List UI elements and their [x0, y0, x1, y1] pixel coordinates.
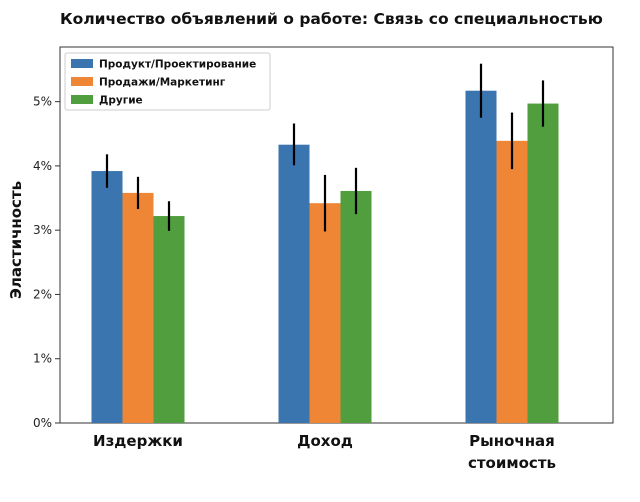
error-bars-group	[105, 63, 545, 232]
y-tick-label: 5%	[33, 95, 52, 109]
bar	[91, 171, 123, 423]
y-tick-label: 1%	[33, 352, 52, 366]
bar	[278, 144, 310, 423]
bar	[153, 216, 185, 423]
x-category-label: стоимость	[468, 454, 556, 472]
bar	[527, 103, 559, 424]
y-tick-label: 4%	[33, 159, 52, 173]
y-tick-label: 2%	[33, 287, 52, 301]
legend-swatch	[71, 77, 93, 86]
bar	[122, 192, 154, 423]
x-category-label: Издержки	[93, 432, 183, 450]
x-category-label: Доход	[297, 432, 353, 450]
x-category-label: Рыночная	[469, 432, 555, 450]
x-axis: Издержки Доход Рыночная стоимость	[93, 432, 556, 472]
bar	[309, 203, 341, 423]
legend-label: Продажи/Маркетинг	[99, 77, 226, 89]
legend-label: Другие	[99, 95, 143, 107]
y-tick-label: 0%	[33, 416, 52, 430]
y-axis-label: Эластичность	[7, 181, 25, 299]
y-axis: 0% 1% 2% 3% 4% 5%	[33, 95, 60, 430]
bars-group	[91, 90, 559, 424]
bar	[465, 90, 497, 423]
legend-swatch	[71, 95, 93, 104]
legend-box	[64, 52, 271, 111]
legend: Продукт/Проектирование Продажи/Маркетинг Д…	[64, 52, 271, 111]
legend-swatch	[71, 59, 93, 68]
bar	[496, 140, 528, 424]
y-tick-label: 3%	[33, 223, 52, 237]
chart-title: Количество объявлений о работе: Связь со…	[60, 10, 603, 28]
legend-label: Продукт/Проектирование	[99, 59, 256, 71]
bar	[340, 190, 372, 423]
